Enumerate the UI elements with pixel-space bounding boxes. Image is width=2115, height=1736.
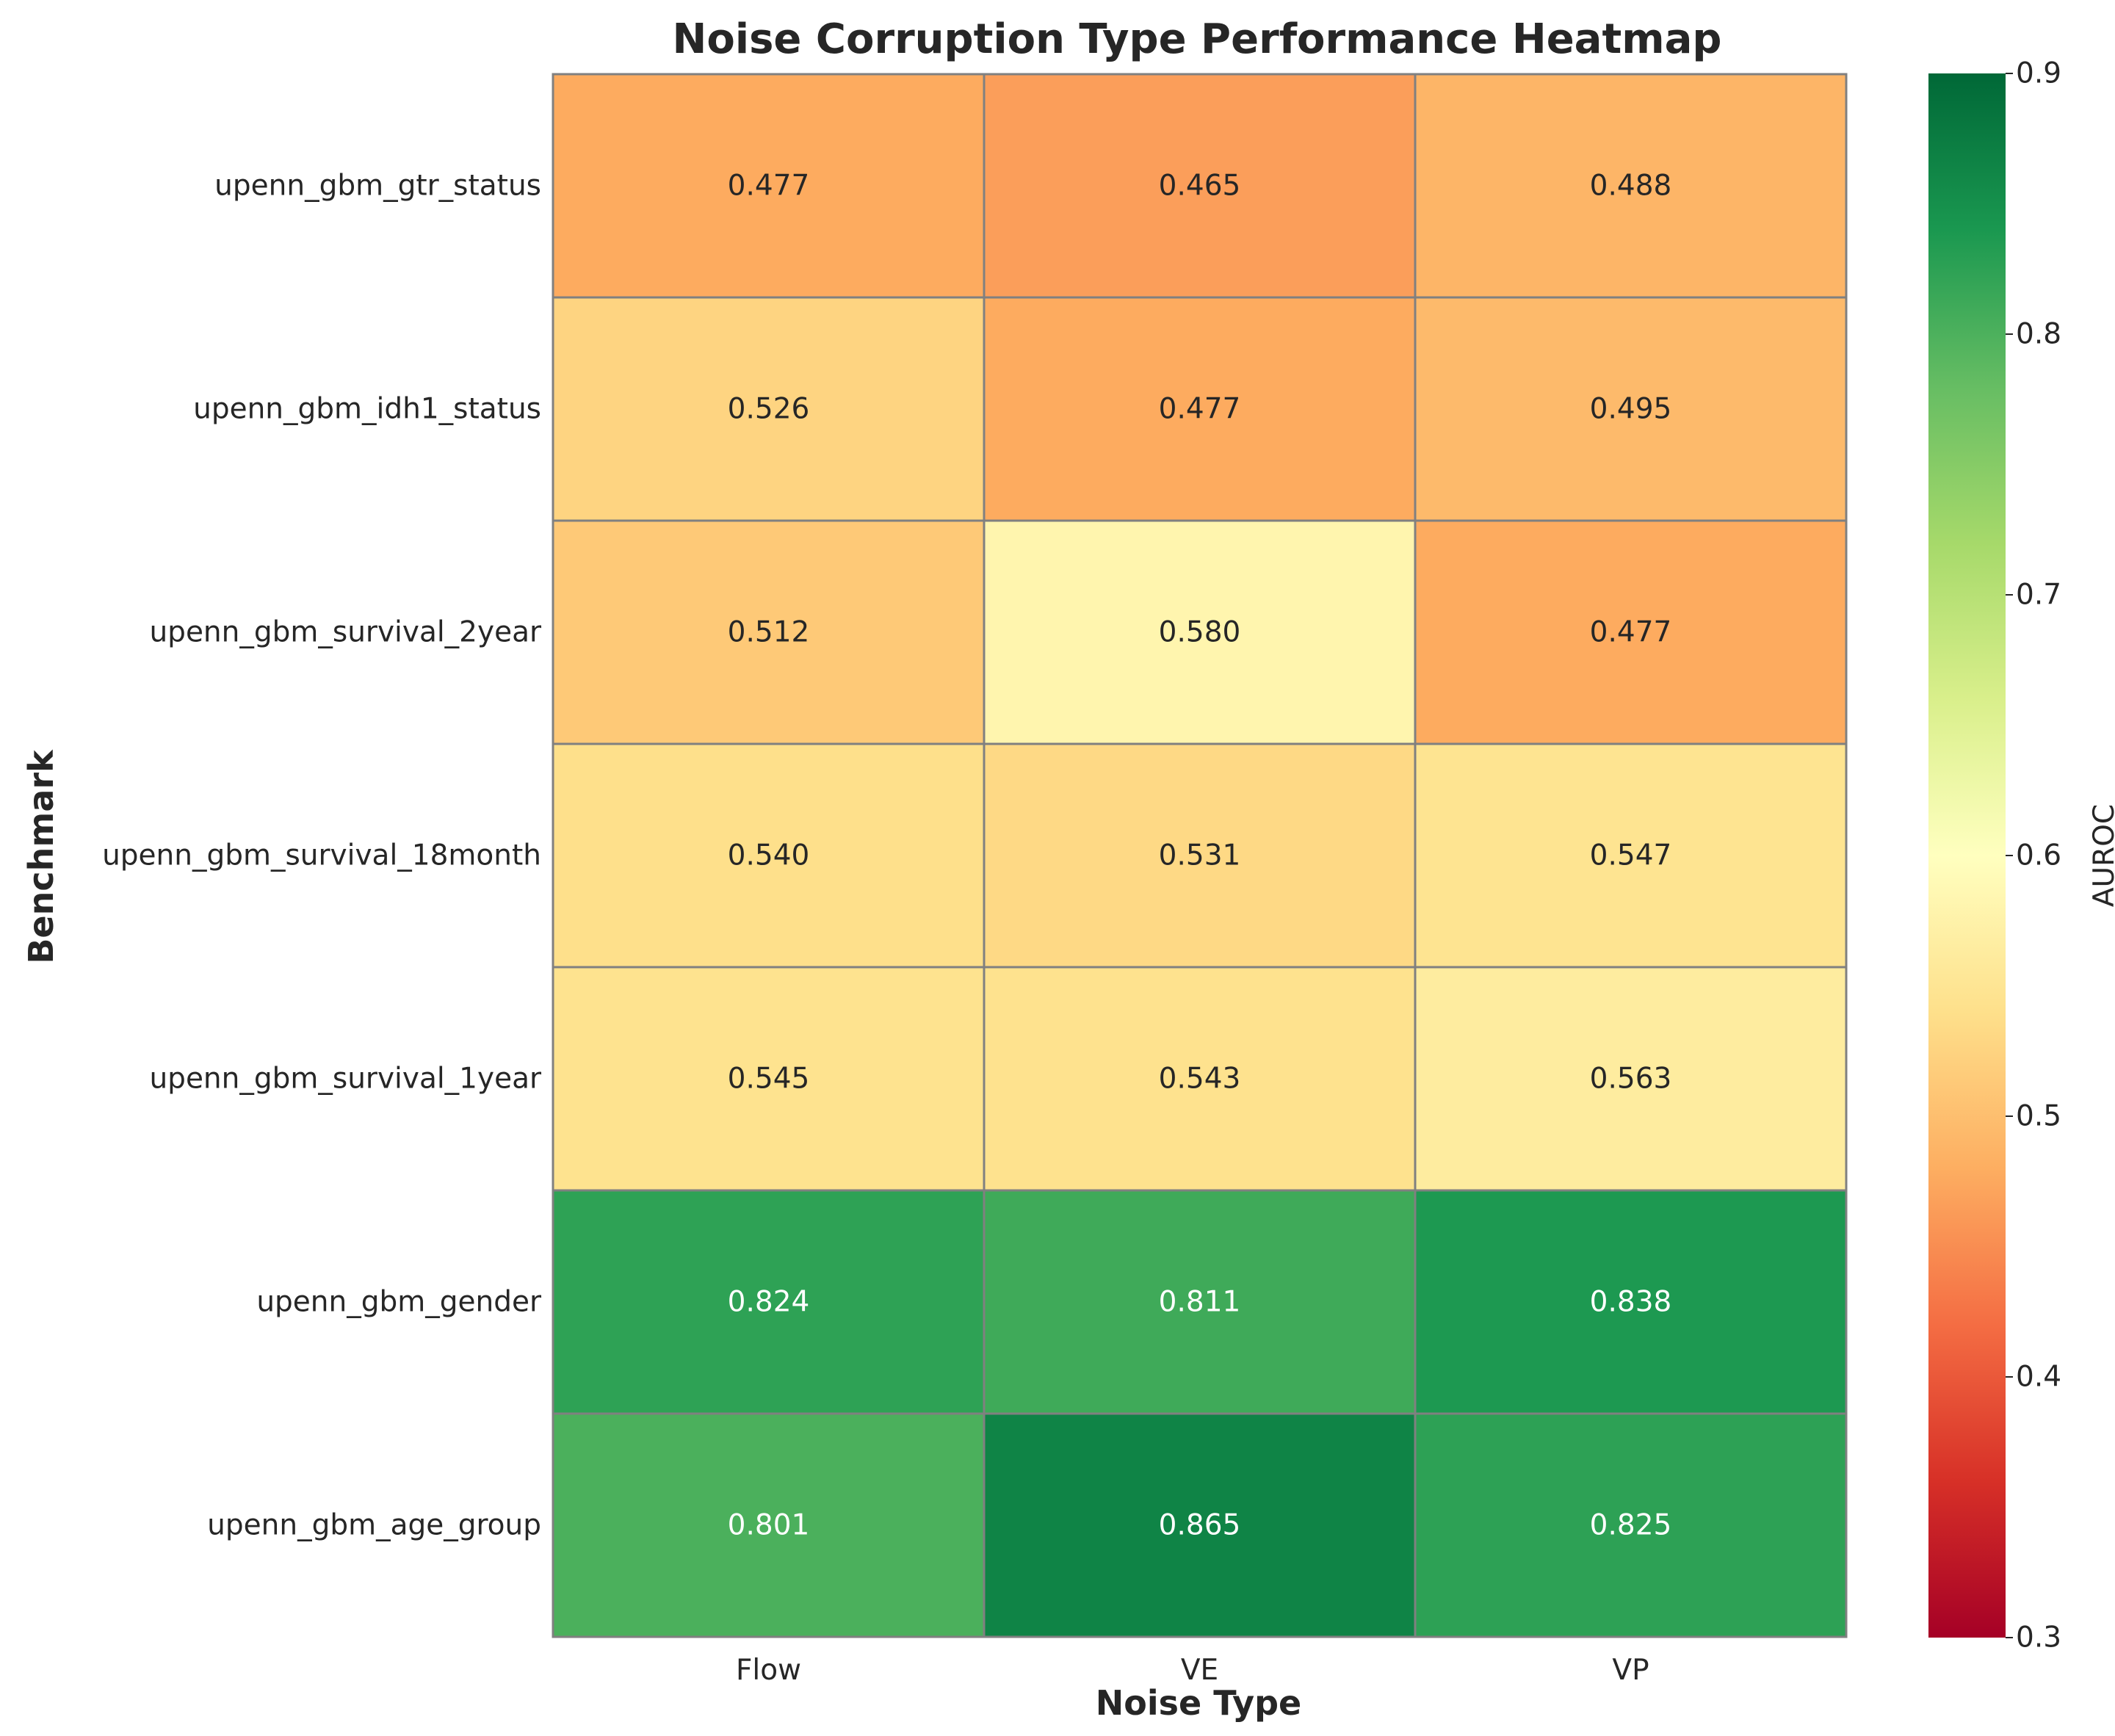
heatmap-cells — [552, 73, 1848, 1638]
colorbar — [1928, 73, 2006, 1638]
cell-value-label: 0.811 — [1159, 1286, 1241, 1319]
y-tick-label: upenn_gbm_survival_18month — [102, 839, 541, 872]
cell-value-label: 0.531 — [1159, 839, 1241, 872]
cell-value-label: 0.547 — [1590, 839, 1672, 872]
heatmap-cell — [983, 1189, 1417, 1415]
colorbar-tick-label: 0.4 — [2016, 1361, 2061, 1394]
chart-title: Noise Corruption Type Performance Heatma… — [673, 15, 1722, 63]
cell-value-label: 0.488 — [1590, 170, 1672, 203]
heatmap-cell — [983, 966, 1417, 1192]
y-tick-label: upenn_gbm_survival_2year — [149, 616, 541, 649]
heatmap-cell — [983, 296, 1417, 522]
heatmap-cell — [1414, 1189, 1848, 1415]
heatmap-cell — [552, 1189, 986, 1415]
cell-value-label: 0.545 — [728, 1063, 810, 1096]
cell-value-label: 0.563 — [1590, 1063, 1672, 1096]
cell-value-label: 0.465 — [1159, 170, 1241, 203]
colorbar-tick-label: 0.7 — [2016, 579, 2061, 612]
colorbar-ticks: 0.3 0.4 0.5 0.6 0.7 0.8 0.9 — [2006, 57, 2061, 1654]
colorbar-tick-label: 0.3 — [2016, 1621, 2061, 1654]
heatmap-cell — [552, 1412, 986, 1638]
cell-value-label: 0.825 — [1590, 1509, 1672, 1542]
heatmap-cell — [983, 1412, 1417, 1638]
x-tick-label: VE — [1181, 1654, 1218, 1687]
colorbar-tick-label: 0.6 — [2016, 839, 2061, 872]
heatmap-cell — [1414, 966, 1848, 1192]
heatmap-cell — [983, 73, 1417, 299]
cell-value-label: 0.838 — [1590, 1286, 1672, 1319]
heatmap-cell-labels: 0.477 0.465 0.488 0.526 0.477 0.495 0.512 0.580… — [728, 170, 1672, 1542]
cell-value-label: 0.526 — [728, 393, 810, 426]
cell-value-label: 0.865 — [1159, 1509, 1241, 1542]
cell-value-label: 0.580 — [1159, 616, 1241, 649]
heatmap-cell — [552, 296, 986, 522]
cell-value-label: 0.512 — [728, 616, 810, 649]
heatmap-cell — [552, 73, 986, 299]
y-tick-label: upenn_gbm_idh1_status — [193, 393, 541, 426]
heatmap-cell — [1414, 742, 1848, 969]
cell-value-label: 0.543 — [1159, 1063, 1241, 1096]
cell-value-label: 0.801 — [728, 1509, 810, 1542]
cell-value-label: 0.477 — [728, 170, 810, 203]
heatmap-cell — [552, 966, 986, 1192]
cell-value-label: 0.495 — [1590, 393, 1672, 426]
x-tick-labels: Flow VE VP — [736, 1654, 1649, 1687]
cell-value-label: 0.824 — [728, 1286, 810, 1319]
y-tick-labels: upenn_gbm_gtr_status upenn_gbm_idh1_statu… — [102, 170, 542, 1542]
y-tick-label: upenn_gbm_age_group — [207, 1509, 541, 1542]
colorbar-tick-label: 0.9 — [2016, 57, 2061, 90]
x-tick-label: VP — [1612, 1654, 1649, 1687]
cell-value-label: 0.477 — [1590, 616, 1672, 649]
cell-value-label: 0.540 — [728, 839, 810, 872]
heatmap-cell — [983, 519, 1417, 745]
heatmap-cell — [1414, 1412, 1848, 1638]
heatmap-cell — [1414, 296, 1848, 522]
colorbar-tick-label: 0.8 — [2016, 318, 2061, 351]
cell-value-label: 0.477 — [1159, 393, 1241, 426]
x-axis-title: Noise Type — [1096, 1683, 1302, 1723]
heatmap-cell — [552, 742, 986, 969]
colorbar-label: AUROC — [2088, 804, 2115, 907]
colorbar-tick-label: 0.5 — [2016, 1100, 2061, 1133]
y-tick-label: upenn_gbm_gtr_status — [214, 170, 541, 203]
x-tick-label: Flow — [736, 1654, 801, 1687]
y-tick-label: upenn_gbm_survival_1year — [149, 1063, 541, 1096]
y-tick-label: upenn_gbm_gender — [256, 1286, 542, 1319]
y-axis-title: Benchmark — [21, 749, 61, 964]
heatmap-cell — [1414, 73, 1848, 299]
